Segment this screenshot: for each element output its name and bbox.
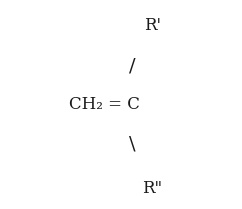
Text: /: /	[129, 58, 135, 76]
Text: R": R"	[142, 180, 163, 197]
Text: \: \	[129, 135, 135, 153]
Text: R': R'	[144, 17, 161, 34]
Text: CH₂ = C: CH₂ = C	[69, 96, 139, 113]
